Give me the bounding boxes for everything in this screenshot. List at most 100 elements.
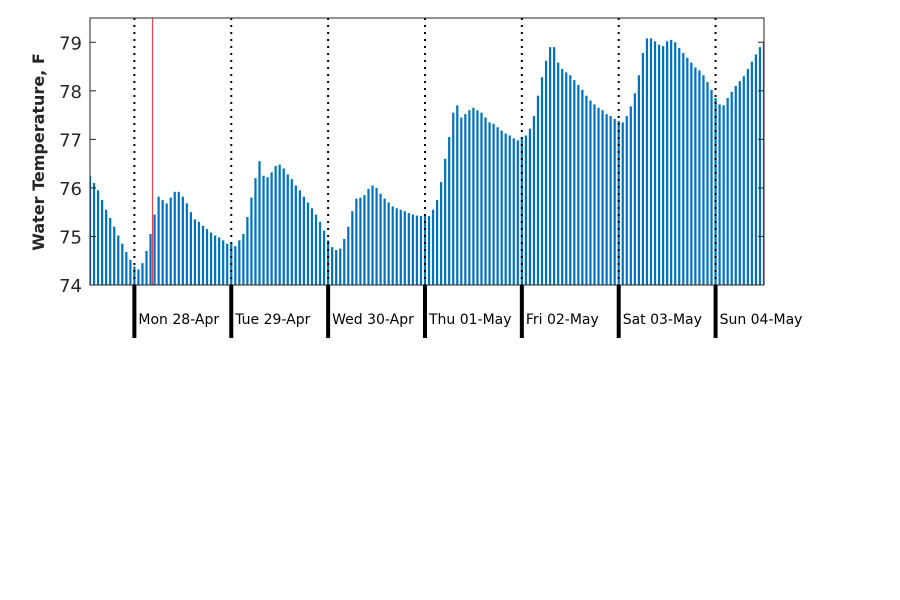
bar [169,197,172,285]
bar [121,243,124,285]
bar [105,209,108,285]
bar [339,248,342,285]
bar [258,161,261,285]
day-label: Sun 04-May [720,312,803,328]
bar [201,225,205,285]
bar [472,107,475,286]
bar [411,214,414,285]
bar [427,216,431,285]
bar [742,76,745,285]
bar [678,48,681,286]
bar [532,116,536,285]
bar [710,89,713,285]
bar [145,251,148,285]
day-label: Thu 01-May [428,312,512,328]
bars-group [90,38,764,286]
bar [173,191,176,285]
bar [754,54,758,286]
bar [181,196,184,285]
bar [153,214,156,285]
bar [657,44,661,286]
day-label: Tue 29-Apr [234,312,310,328]
bar [266,177,269,285]
bar [403,211,406,285]
bar [92,183,96,285]
bar [355,198,358,285]
bar [496,127,499,286]
bar [613,118,616,285]
bar [553,47,556,285]
bar [205,229,209,285]
day-separators [132,285,718,338]
bar [250,197,253,285]
bar [109,218,112,285]
bar [512,138,515,285]
bar [149,234,152,285]
bar [488,122,491,285]
bar [218,237,221,285]
bar [581,89,584,285]
bar [440,182,443,285]
bar [625,116,628,285]
y-tick-label: 74 [59,276,82,297]
bar [318,221,322,285]
bar [90,175,92,285]
bar [544,60,548,285]
bar [577,84,580,285]
bar [435,200,439,285]
bar [314,214,318,285]
bar [633,93,636,285]
bar [561,68,564,286]
bar [367,188,370,285]
bar [548,47,552,285]
bar [589,100,592,285]
bar [262,175,265,285]
bar [718,104,721,285]
bar [96,190,100,285]
y-axis-label: Water Temperature, F [29,53,48,251]
bar [407,213,410,285]
bar [209,232,213,285]
bar [629,106,632,286]
bar [557,62,560,285]
bar [234,246,237,285]
bar [500,130,503,285]
bar [706,82,709,285]
bar [278,164,281,285]
bar [585,95,588,285]
bar [282,168,285,285]
bar [298,190,301,285]
bar [254,178,257,285]
bar [621,122,624,285]
bar [415,215,419,285]
bar [734,85,737,285]
bar [682,52,685,285]
bar [674,42,677,285]
bar [605,114,608,286]
bar [302,196,306,285]
bar [476,110,479,286]
bar [670,39,673,285]
bar [746,68,749,286]
bar [460,117,463,285]
bar [310,208,314,285]
bar [226,243,229,285]
bar [419,216,423,285]
bar [375,187,378,285]
day-boundary-dotted-lines [133,18,717,285]
bar [609,116,612,285]
bar [694,67,697,286]
bar [363,195,366,285]
day-label: Mon 28-Apr [138,312,219,328]
bar [189,212,193,285]
bar [322,230,326,285]
bar [327,240,330,285]
bar [750,61,754,285]
bar [686,57,689,285]
bar [125,251,128,285]
bar [165,203,168,285]
bar [714,98,717,285]
bar [666,41,669,285]
y-tick-label: 79 [59,33,82,54]
bar [290,179,293,285]
